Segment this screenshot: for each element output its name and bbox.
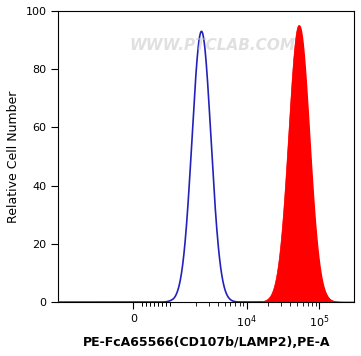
Text: WWW.PTCLAB.COM: WWW.PTCLAB.COM <box>129 38 295 53</box>
X-axis label: PE-FcA65566(CD107b/LAMP2),PE-A: PE-FcA65566(CD107b/LAMP2),PE-A <box>82 336 330 349</box>
Y-axis label: Relative Cell Number: Relative Cell Number <box>7 90 20 223</box>
